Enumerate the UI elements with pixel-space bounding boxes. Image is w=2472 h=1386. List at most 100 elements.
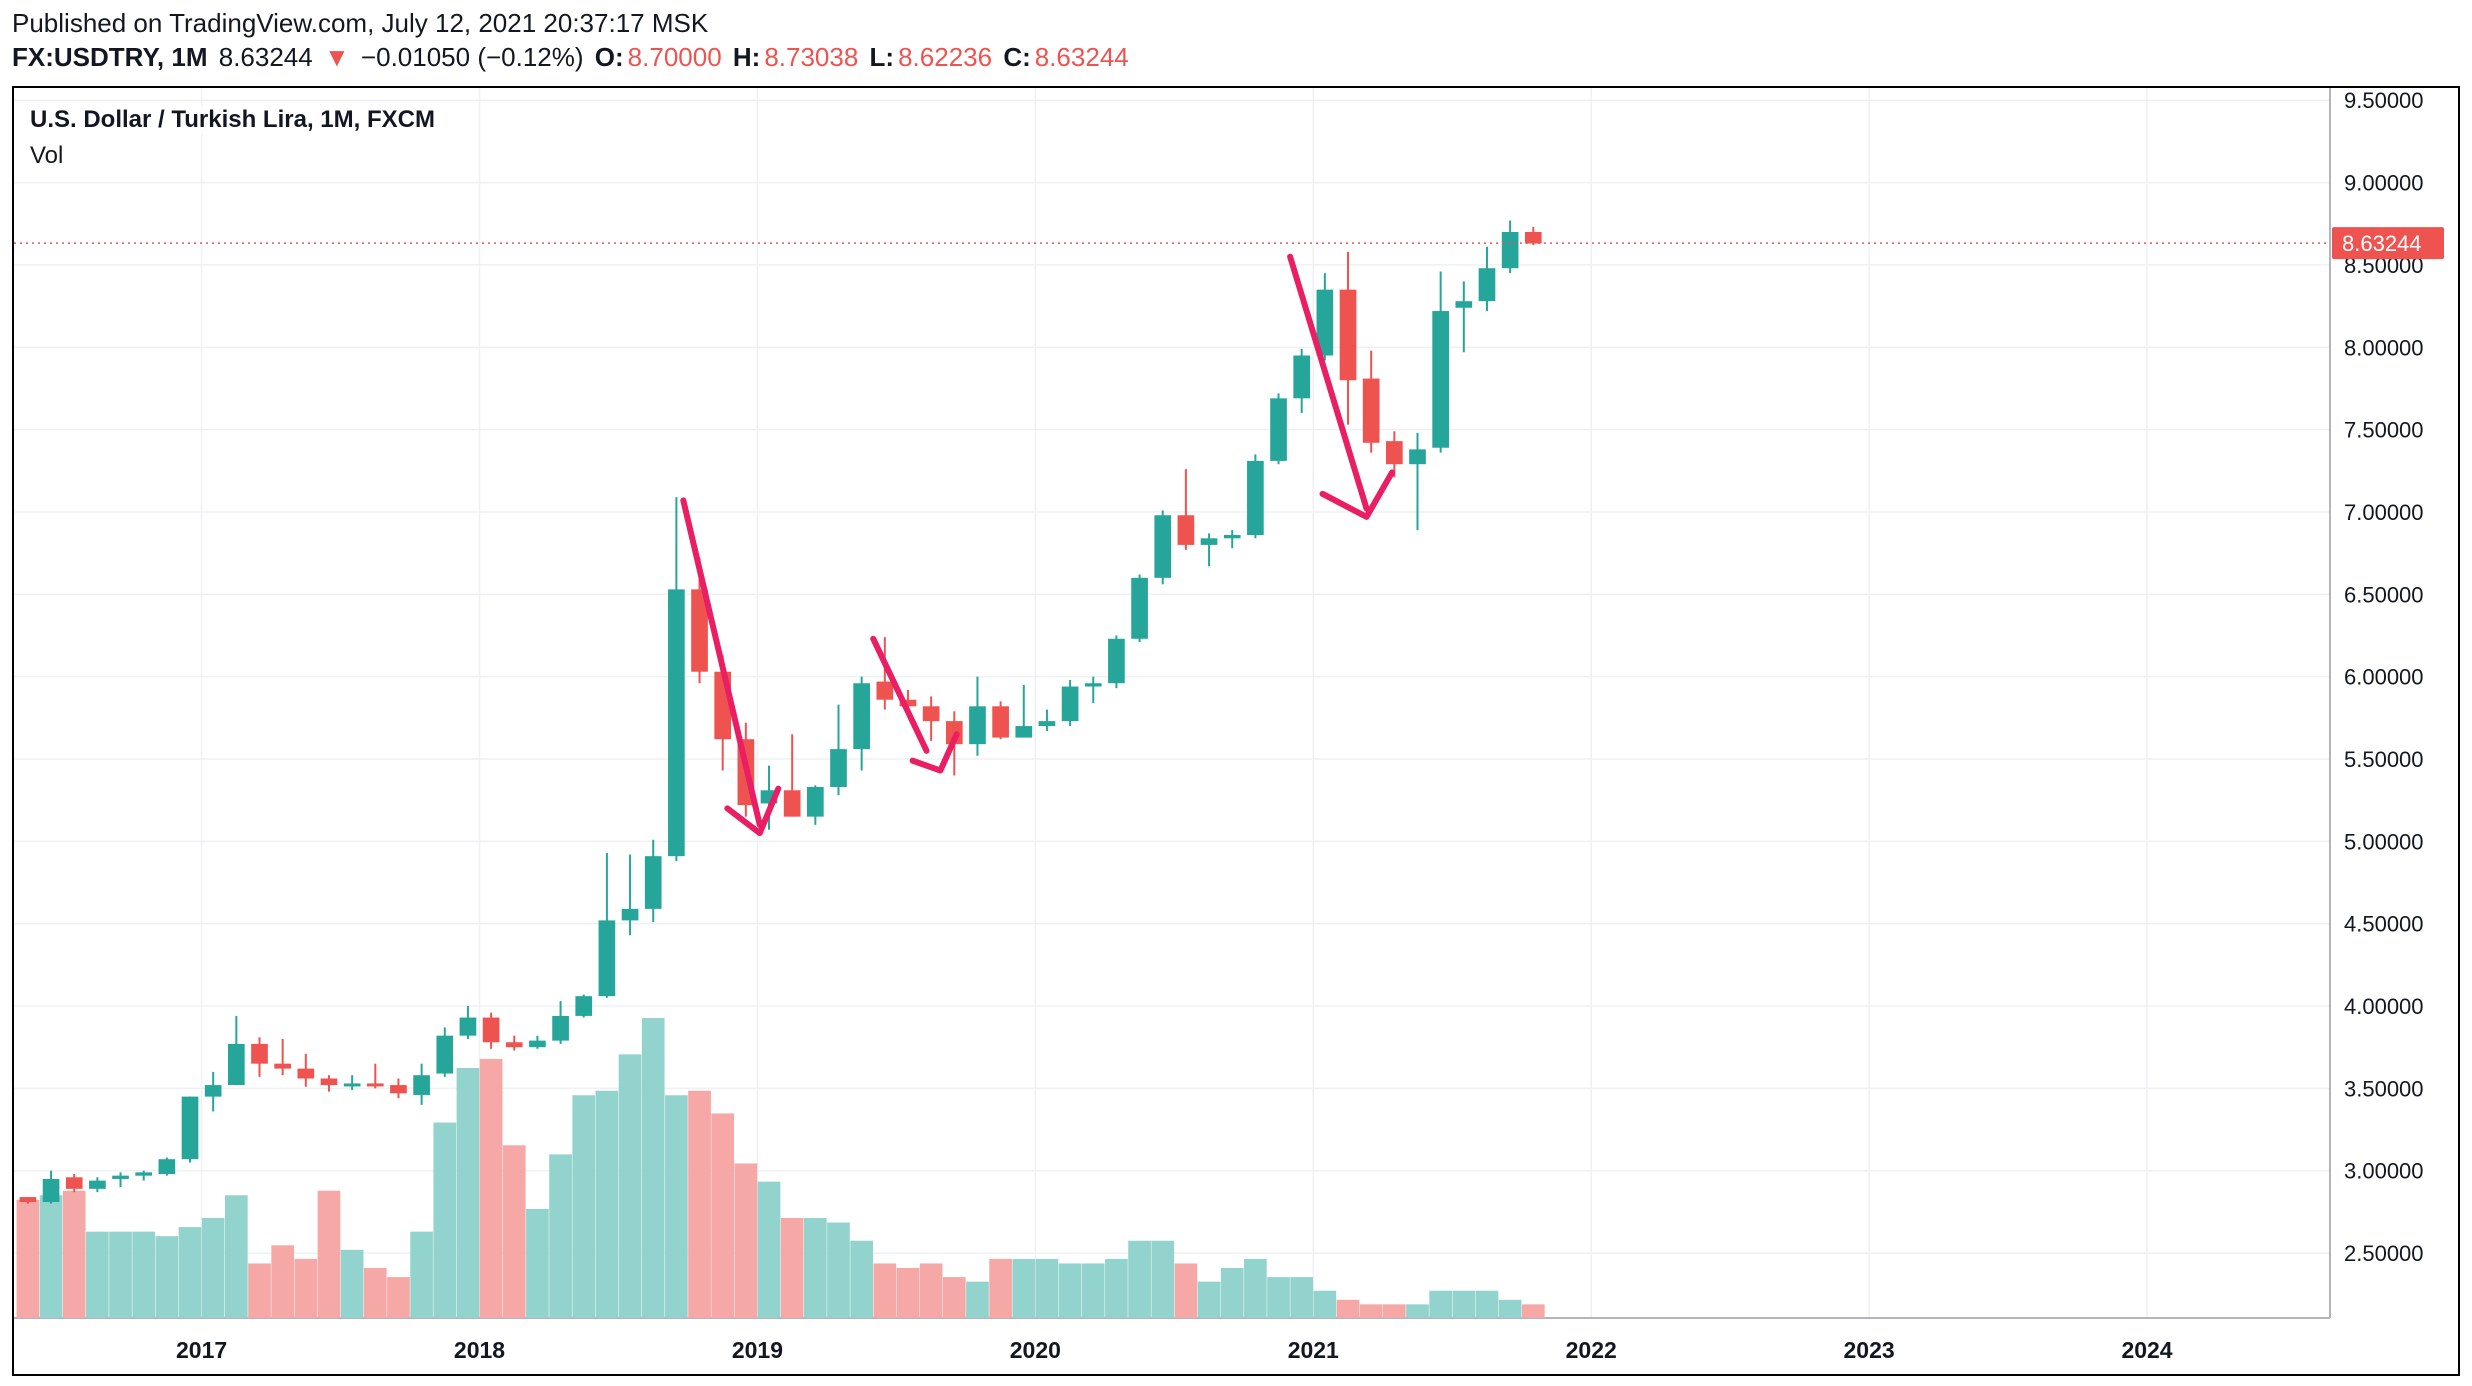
volume-bar [1081,1263,1105,1318]
volume-bar [688,1090,711,1318]
volume-bar [340,1249,364,1318]
candle-body [366,1083,384,1087]
volume-bar [1105,1258,1128,1318]
volume-bar [132,1231,156,1318]
last-price: 8.63244 [218,42,313,72]
x-tick-label: 2024 [2121,1337,2172,1363]
candle-body [922,706,940,722]
volume-bar [1174,1263,1198,1318]
candle-body [158,1159,176,1175]
volume-bar [1220,1268,1244,1318]
y-tick-label: 9.50000 [2344,88,2424,113]
volume-bar [456,1068,480,1318]
y-tick-label: 5.00000 [2344,829,2424,854]
ohlc-readout: FX:USDTRY, 1M 8.63244 ▼ −0.01050 (−0.12%… [12,42,1133,73]
volume-bar [155,1236,179,1318]
candle-body [1316,289,1334,356]
open-label: O: [594,42,624,72]
volume-bar [317,1190,341,1318]
volume-bar [248,1263,271,1318]
volume-bar [873,1263,897,1318]
volume-bar [363,1268,387,1318]
candle-body [1455,301,1473,308]
candle-body [413,1075,430,1095]
volume-legend: Vol [30,142,64,169]
candle-body [830,749,847,787]
volume-bar [201,1218,225,1318]
volume-bar [780,1218,804,1318]
candle-body [621,908,639,921]
y-tick-label: 3.50000 [2344,1076,2424,1101]
candle-body [575,996,593,1016]
volume-bar [1429,1290,1452,1318]
candle-body [806,786,824,817]
volume-bar [1058,1263,1082,1318]
candle-body [1154,515,1172,578]
x-tick-label: 2020 [1010,1337,1061,1363]
annotation-stroke [1319,469,1396,520]
candle-body [1247,460,1264,536]
candle-body [343,1083,361,1087]
y-tick-label: 3.00000 [2344,1159,2424,1184]
volume-bar [1452,1290,1476,1318]
annotation-stroke [1287,253,1370,512]
volume-bar [1128,1240,1151,1318]
candle-body [274,1063,291,1069]
open-value: 8.70000 [627,42,722,72]
y-tick-label: 6.00000 [2344,665,2424,690]
candle-body [876,681,894,700]
volume-bar [1290,1277,1314,1318]
candle-body [89,1180,106,1189]
annotation-stroke [870,635,930,754]
volume-bar [39,1195,63,1318]
candle-body [1200,538,1218,545]
volume-bar [1012,1258,1036,1318]
published-notice: Published on TradingView.com, July 12, 2… [12,8,709,38]
candle-body [42,1178,60,1203]
high-value: 8.73038 [764,42,859,72]
candle-body [1409,449,1426,465]
volume-bar [502,1145,526,1318]
volume-bar [1475,1290,1499,1318]
y-tick-label: 9.00000 [2344,171,2424,196]
volume-bar [803,1218,827,1318]
volume-bar [1406,1304,1429,1318]
low-value: 8.62236 [898,42,993,72]
volume-bar [549,1154,572,1318]
y-tick-label: 2.50000 [2344,1241,2424,1266]
volume-bar [294,1258,318,1318]
y-tick-label: 4.00000 [2344,994,2424,1019]
candle-body [691,589,708,672]
close-label: C: [1003,42,1031,72]
candle-body [1108,638,1125,684]
candle-body [899,699,917,707]
candle-body [436,1035,454,1074]
candle-body [853,683,870,750]
candle-body [1038,721,1056,727]
volume-bar [641,1018,665,1318]
volume-bar [16,1199,40,1318]
close-value: 8.63244 [1034,42,1129,72]
candle-body [1293,355,1311,399]
x-tick-label: 2022 [1566,1337,1617,1363]
candle-body [1223,535,1241,539]
candle-body [552,1015,569,1041]
volume-bar [526,1208,549,1318]
volume-bar [224,1195,248,1318]
x-tick-label: 2017 [176,1337,227,1363]
candle-body [320,1078,338,1086]
candle-body [1131,577,1148,639]
candle-body [1501,231,1519,269]
candlestick-chart[interactable]: 9.500009.000008.500008.000007.500007.000… [14,88,2458,1374]
candle-body [969,706,986,745]
x-tick-label: 2018 [454,1337,505,1363]
candle-body [668,589,685,857]
volume-bar [618,1054,642,1318]
volume-bar [711,1113,735,1318]
chart-panel[interactable]: 9.50000 9.00000 8.50000 8.00000 7.50000 7.000… [12,86,2460,1376]
candle-body [1385,441,1403,465]
volume-bar [433,1122,457,1318]
candle-body [181,1096,199,1160]
candle-body [1432,311,1449,448]
x-tick-label: 2019 [732,1337,783,1363]
